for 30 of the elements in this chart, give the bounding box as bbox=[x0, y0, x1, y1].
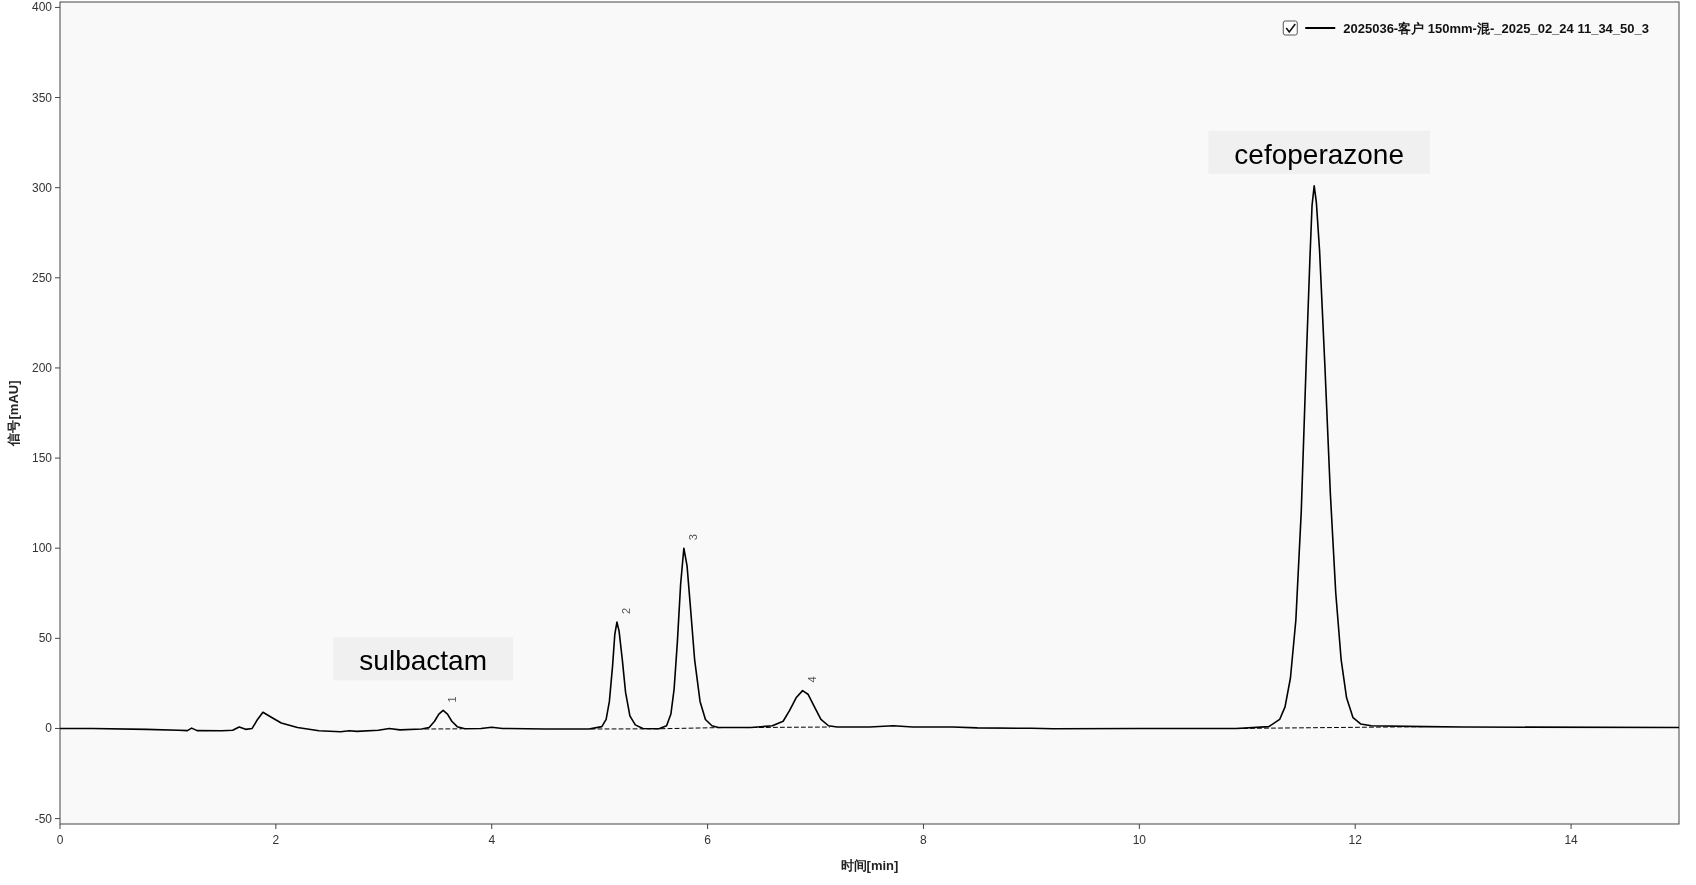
y-tick-label: 200 bbox=[31, 360, 53, 375]
x-tick-label: 10 bbox=[1132, 833, 1147, 847]
y-tick-label: 50 bbox=[38, 631, 53, 646]
y-tick-label: 400 bbox=[31, 0, 53, 15]
annotation: 1 bbox=[446, 696, 459, 703]
annotation: 4 bbox=[805, 676, 818, 683]
y-tick-label: 100 bbox=[31, 541, 53, 556]
y-tick-label: 300 bbox=[31, 180, 53, 195]
x-tick-label: 2 bbox=[272, 833, 280, 847]
y-tick-label: 250 bbox=[31, 270, 53, 285]
annotation: 2 bbox=[619, 608, 632, 615]
annotation: cefoperazone bbox=[1208, 130, 1431, 174]
y-tick-label: 0 bbox=[45, 721, 53, 736]
legend: 2025036-客户 150mm-混-_2025_02_24 11_34_50_3 bbox=[1282, 20, 1649, 36]
x-tick-label: 4 bbox=[488, 833, 496, 847]
annotation: sulbactam bbox=[359, 645, 487, 677]
x-tick-label: 8 bbox=[920, 833, 928, 847]
y-tick-label: 350 bbox=[31, 90, 53, 105]
legend-label: 2025036-客户 150mm-混-_2025_02_24 11_34_50_3 bbox=[1343, 21, 1649, 36]
x-tick-label: 14 bbox=[1564, 833, 1579, 847]
y-tick-label: 150 bbox=[31, 451, 53, 466]
x-axis-title: 时间[min] bbox=[840, 858, 899, 873]
x-tick-label: 6 bbox=[704, 833, 712, 847]
y-axis-title: 信号[mAU] bbox=[6, 380, 21, 447]
annotation: 3 bbox=[686, 534, 699, 541]
x-tick-label: 12 bbox=[1348, 833, 1363, 847]
y-tick-label: -50 bbox=[34, 811, 53, 826]
x-tick-label: 0 bbox=[56, 833, 64, 847]
annotation: sulbactam bbox=[333, 637, 513, 681]
annotation: cefoperazone bbox=[1234, 138, 1405, 170]
